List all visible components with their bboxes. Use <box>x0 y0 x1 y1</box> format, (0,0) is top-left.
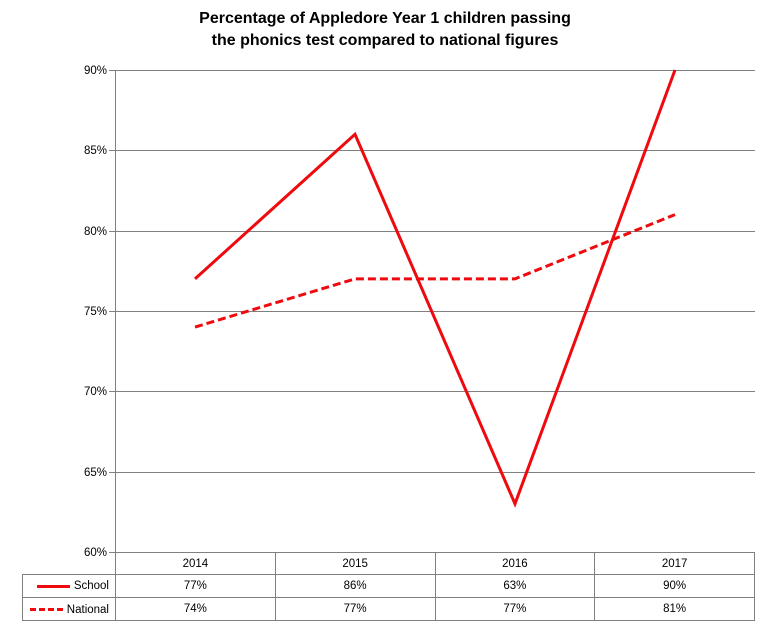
chart-title-line1: Percentage of Appledore Year 1 children … <box>199 10 571 27</box>
national-value-2014: 74% <box>115 598 275 621</box>
chart-title: Percentage of Appledore Year 1 children … <box>0 8 770 52</box>
school-value-2014: 77% <box>115 575 275 598</box>
national-value-2017: 81% <box>594 598 754 621</box>
y-axis-label: 90% <box>83 64 107 77</box>
legend-label-national: National <box>66 603 109 616</box>
y-axis-label: 60% <box>83 546 107 559</box>
x-axis-label-2014: 2014 <box>115 553 275 574</box>
school-solid-line-key-icon <box>36 584 70 588</box>
school-value-2017: 90% <box>594 575 754 598</box>
table-legend: School National <box>22 574 116 621</box>
legend-item-school: School <box>23 575 116 598</box>
x-axis-label-2015: 2015 <box>274 553 435 574</box>
y-axis-label: 80% <box>83 225 107 238</box>
x-axis-year-row: 2014 2015 2016 2017 <box>115 552 755 575</box>
y-axis-label: 85% <box>83 144 107 157</box>
chart-title-line2: the phonics test compared to national fi… <box>211 32 559 49</box>
data-table-values: 77% 86% 63% 90% 74% 77% 77% 81% <box>115 574 755 621</box>
school-value-2016: 63% <box>434 575 595 598</box>
series-line-national <box>194 213 676 329</box>
series-line-school <box>193 69 677 508</box>
legend-label-school: School <box>73 580 109 592</box>
x-axis-label-2017: 2017 <box>594 553 754 574</box>
legend-item-national: National <box>23 598 116 621</box>
national-value-2016: 77% <box>434 598 595 621</box>
x-axis-label-2016: 2016 <box>434 553 595 574</box>
y-axis-label: 65% <box>83 466 107 479</box>
national-dashed-line-key-icon <box>29 608 63 611</box>
y-axis-label: 70% <box>83 385 107 398</box>
school-value-2015: 86% <box>274 575 435 598</box>
y-axis-label: 75% <box>83 305 107 318</box>
national-value-2015: 77% <box>274 598 435 621</box>
